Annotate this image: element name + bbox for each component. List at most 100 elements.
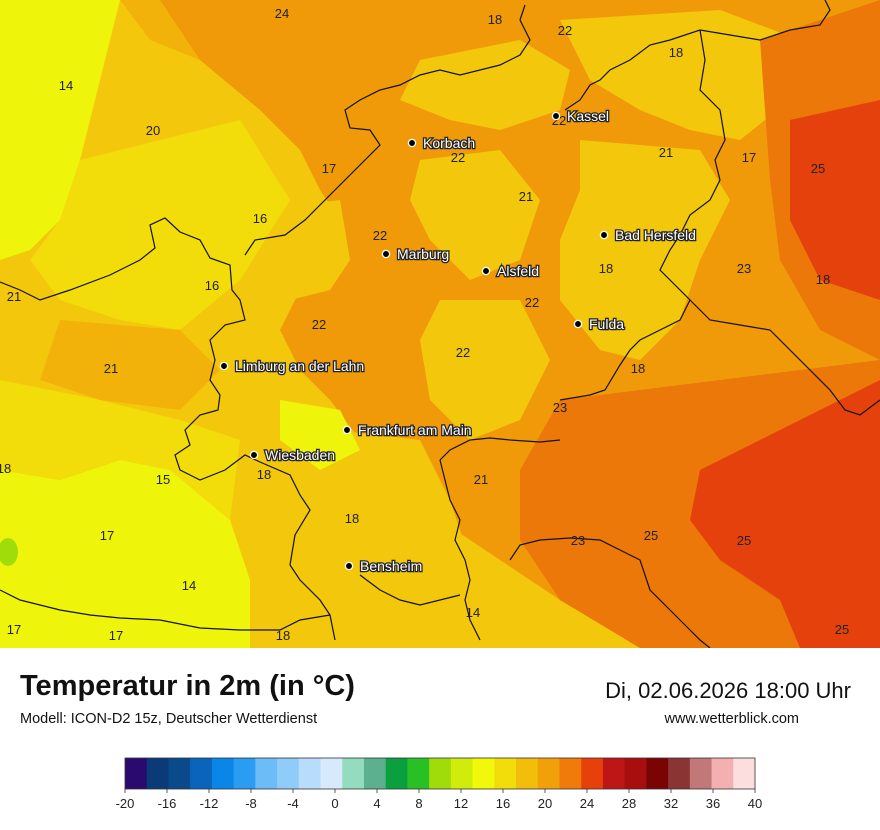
legend-tick-label: 20 — [538, 796, 552, 811]
legend-swatch — [363, 758, 387, 789]
field-yellow-center — [410, 150, 540, 280]
legend-tick-label: -4 — [287, 796, 299, 811]
legend-tick-label: 4 — [373, 796, 380, 811]
legend-tick-label: 8 — [415, 796, 422, 811]
temperature-value: 18 — [0, 461, 11, 476]
field-green-patch — [0, 538, 18, 566]
city-label-korbach: Korbach — [423, 135, 475, 151]
border-east — [559, 29, 726, 401]
temperature-value: 17 — [109, 628, 123, 643]
field-bright-frankfurt — [280, 400, 360, 470]
city-markers: Kassel Korbach Bad Hersfeld Marburg Alsfeld F… — [219, 107, 697, 575]
legend-swatch — [711, 758, 734, 789]
city-label-kassel: Kassel — [567, 108, 609, 124]
temperature-value: 20 — [146, 123, 160, 138]
temperature-labels: 24 18 22 18 14 20 22 17 22 21 17 25 21 16 22 18 23 21 16 18… — [0, 6, 849, 643]
legend-swatch — [602, 758, 626, 789]
city-label-frankfurt-am-main: Frankfurt am Main — [358, 422, 472, 438]
color-legend: -20 -16 -12 -8 -4 0 4 8 12 16 20 24 28 32 36 40 — [116, 757, 762, 811]
legend-tick-label: 40 — [748, 796, 762, 811]
legend-swatch — [537, 758, 560, 789]
legend-swatches — [124, 757, 756, 790]
temperature-value: 23 — [553, 400, 567, 415]
legend-swatch — [125, 758, 148, 789]
temperature-value: 16 — [253, 211, 267, 226]
temperature-value: 18 — [816, 272, 830, 287]
legend-tick-label: 0 — [331, 796, 338, 811]
field-yellow-north — [400, 40, 570, 130]
temperature-value: 22 — [312, 317, 326, 332]
temperature-value: 17 — [742, 150, 756, 165]
legend-ticks: -20 -16 -12 -8 -4 0 4 8 12 16 20 24 28 32 36 40 — [116, 789, 762, 811]
temperature-value: 15 — [156, 472, 170, 487]
state-borders — [0, 0, 880, 648]
legend-swatch — [298, 758, 322, 789]
temperature-value: 17 — [7, 622, 21, 637]
field-light-southwest — [0, 380, 240, 520]
city-dot-alsfeld — [481, 266, 491, 276]
city-dot-limburg-an-der-lahn — [219, 361, 229, 371]
temperature-value: 23 — [737, 261, 751, 276]
legend-swatch — [168, 758, 191, 789]
city-dot-bad-hersfeld — [599, 230, 609, 240]
border-south — [439, 437, 561, 461]
legend-swatch — [385, 758, 408, 789]
legend-tick-label: 36 — [706, 796, 720, 811]
legend-swatch — [733, 758, 756, 789]
legend-swatch — [646, 758, 669, 789]
legend-frame — [124, 757, 756, 790]
temperature-fields — [0, 0, 880, 648]
temperature-value: 21 — [659, 145, 673, 160]
city-dot-bensheim — [344, 561, 354, 571]
legend-swatch — [407, 758, 430, 789]
border-southeast — [509, 537, 711, 648]
city-dot-frankfurt-am-main — [342, 425, 352, 435]
temperature-value: 18 — [345, 511, 359, 526]
legend-swatch — [581, 758, 604, 789]
temperature-value: 22 — [451, 150, 465, 165]
temperature-value: 14 — [182, 578, 196, 593]
temperature-value: 23 — [571, 533, 585, 548]
field-bright-southwest — [0, 460, 250, 648]
legend-swatch — [146, 758, 169, 789]
website-link[interactable]: www.wetterblick.com — [664, 711, 799, 727]
map-canvas: 24 18 22 18 14 20 22 17 22 21 17 25 21 16 22 18 23 21 16 18… — [0, 0, 880, 648]
temperature-value: 25 — [737, 533, 751, 548]
legend-swatch — [494, 758, 517, 789]
city-label-wiesbaden: Wiesbaden — [265, 447, 335, 463]
city-label-marburg: Marburg — [397, 246, 449, 262]
legend-tick-label: -16 — [158, 796, 177, 811]
city-dot-marburg — [381, 249, 391, 259]
temperature-value: 14 — [466, 605, 480, 620]
city-dot-wiesbaden — [249, 450, 259, 460]
legend-swatch — [559, 758, 582, 789]
temperature-value: 18 — [488, 12, 502, 27]
field-deepred-east — [790, 100, 880, 300]
temperature-value: 16 — [205, 278, 219, 293]
legend-swatch — [624, 758, 647, 789]
temperature-map: 24 18 22 18 14 20 22 17 22 21 17 25 21 16 22 18 23 21 16 18… — [0, 0, 880, 648]
border-south-3 — [359, 574, 461, 606]
city-label-limburg-an-der-lahn: Limburg an der Lahn — [235, 358, 364, 374]
city-label-bensheim: Bensheim — [360, 558, 422, 574]
temperature-value: 17 — [100, 528, 114, 543]
legend-swatch — [689, 758, 713, 789]
legend-swatch — [190, 758, 213, 789]
legend-swatch — [516, 758, 539, 789]
legend-tick-label: -12 — [200, 796, 219, 811]
temperature-value: 25 — [811, 161, 825, 176]
field-yellow-northeast — [560, 10, 800, 140]
temperature-value: 14 — [59, 78, 73, 93]
legend-tick-label: 12 — [454, 796, 468, 811]
legend-swatch — [320, 758, 343, 789]
field-warm-limburg — [40, 320, 220, 410]
legend-swatch — [450, 758, 474, 789]
legend-tick-label: 24 — [580, 796, 594, 811]
field-yellow-east — [560, 140, 730, 360]
border-south-2 — [439, 459, 481, 641]
city-dot-fulda — [573, 319, 583, 329]
temperature-value: 17 — [322, 161, 336, 176]
temperature-value: 21 — [7, 289, 21, 304]
legend-swatch — [277, 758, 300, 789]
temperature-value: 22 — [525, 295, 539, 310]
